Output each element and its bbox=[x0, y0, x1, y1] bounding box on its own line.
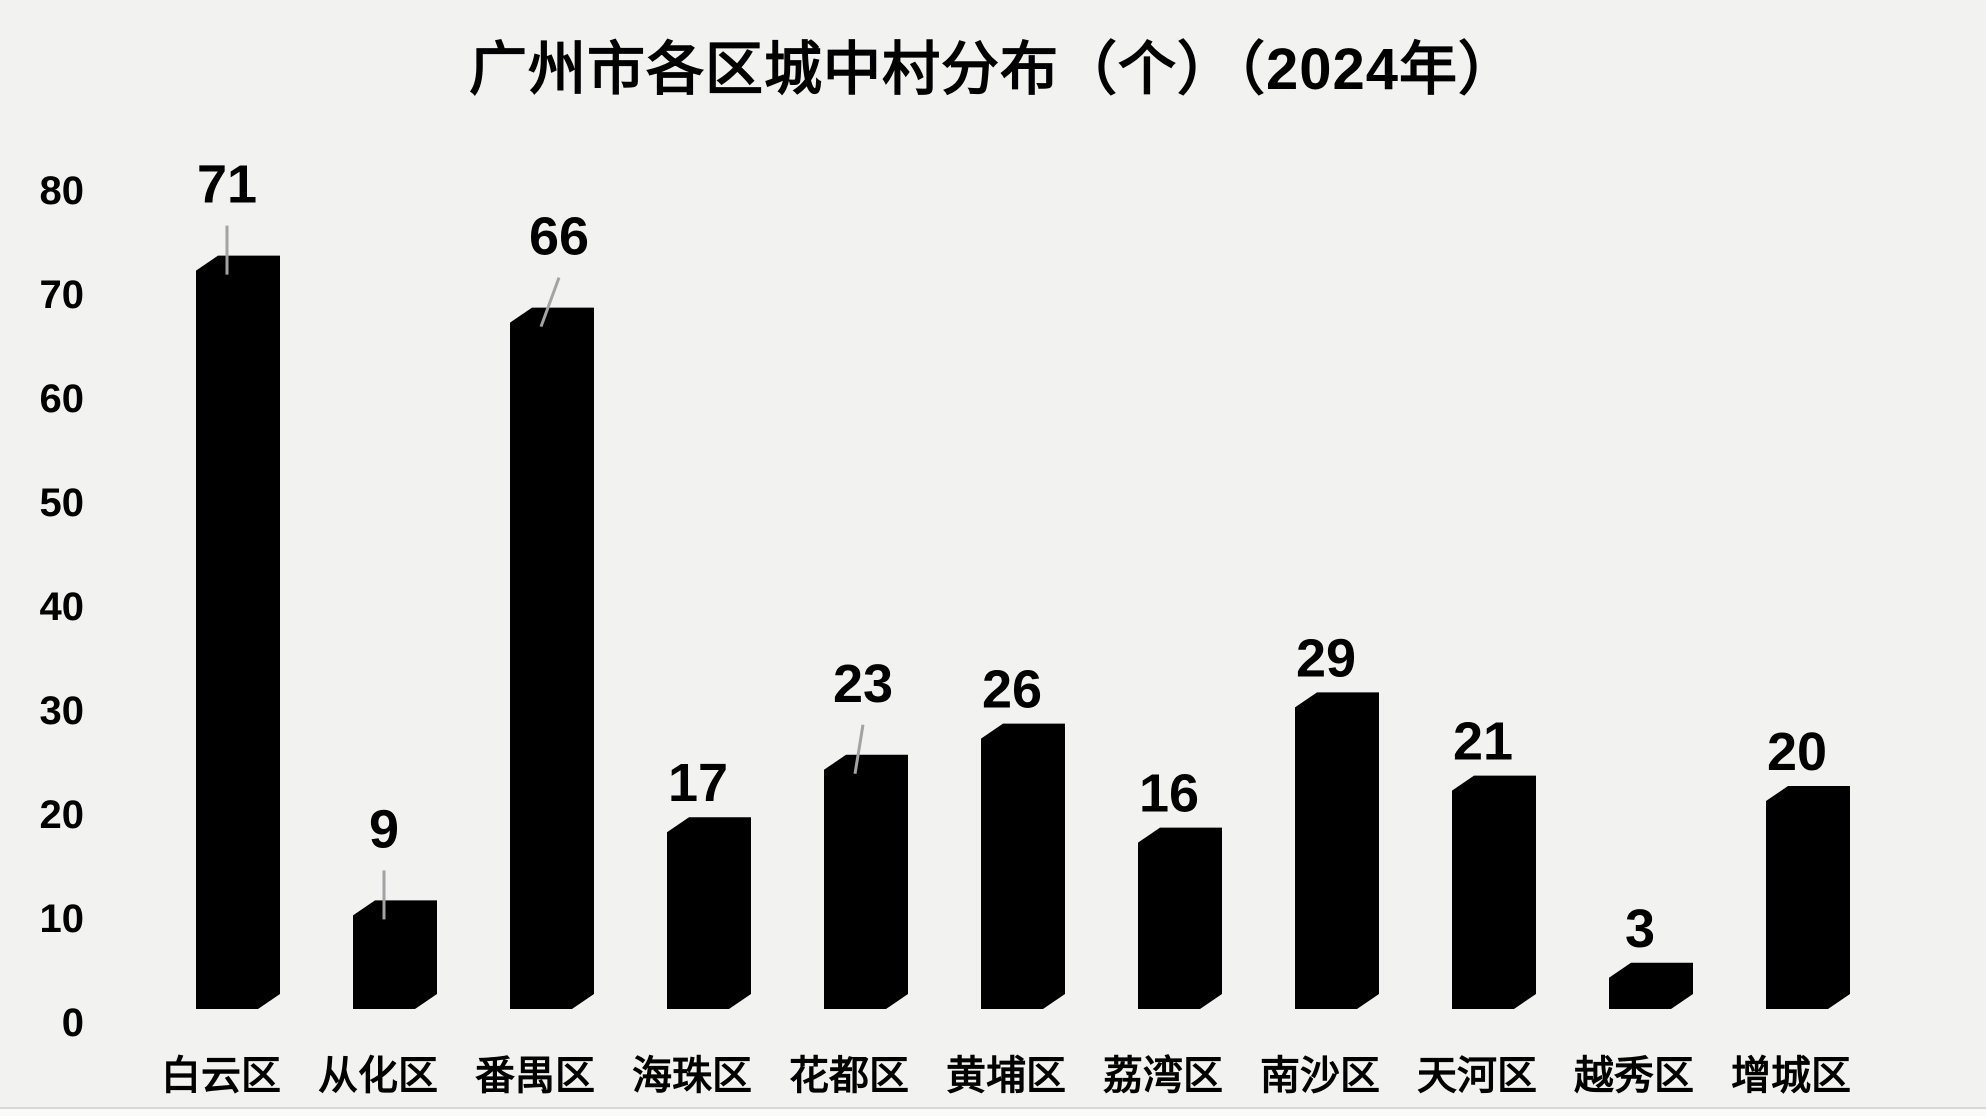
bar-value-label: 21 bbox=[1453, 712, 1513, 772]
y-axis-tick-label: 60 bbox=[40, 377, 85, 421]
x-axis-label-增城区: 增城区 bbox=[1731, 1054, 1851, 1098]
y-axis-tick-label: 40 bbox=[40, 585, 85, 629]
label-leader-line bbox=[853, 724, 865, 775]
bar-value-label: 17 bbox=[668, 753, 728, 813]
bar-花都区 bbox=[824, 754, 908, 1009]
bottom-edge-strip bbox=[0, 1107, 1986, 1116]
y-axis-tick-label: 80 bbox=[40, 169, 85, 213]
x-axis-label-天河区: 天河区 bbox=[1417, 1054, 1537, 1098]
bar-value-label: 3 bbox=[1625, 899, 1655, 959]
bar-越秀区 bbox=[1609, 962, 1693, 1009]
bar-value-label: 66 bbox=[529, 207, 589, 267]
x-axis-label-番禺区: 番禺区 bbox=[475, 1054, 595, 1098]
y-axis-tick-label: 0 bbox=[62, 1001, 84, 1045]
bar-value-label: 16 bbox=[1139, 764, 1199, 824]
label-leader-line bbox=[539, 277, 561, 328]
bar-白云区 bbox=[196, 255, 280, 1010]
y-axis-tick-label: 70 bbox=[40, 273, 85, 317]
bar-value-label: 23 bbox=[833, 654, 893, 714]
bar-value-label: 71 bbox=[197, 155, 257, 215]
x-axis-label-黄埔区: 黄埔区 bbox=[946, 1054, 1066, 1098]
x-axis-label-荔湾区: 荔湾区 bbox=[1103, 1053, 1223, 1098]
bar-value-label: 29 bbox=[1296, 628, 1356, 688]
y-axis-tick-label: 30 bbox=[40, 689, 85, 733]
bar-海珠区 bbox=[667, 817, 751, 1009]
bar-增城区 bbox=[1766, 786, 1850, 1009]
bar-value-label: 20 bbox=[1767, 722, 1827, 782]
x-axis-label-南沙区: 南沙区 bbox=[1260, 1054, 1380, 1098]
x-axis-label-海珠区: 海珠区 bbox=[632, 1054, 752, 1098]
x-axis-label-从化区: 从化区 bbox=[318, 1054, 438, 1098]
bar-天河区 bbox=[1452, 775, 1536, 1009]
y-axis-tick-label: 50 bbox=[40, 481, 85, 525]
bar-番禺区 bbox=[510, 307, 594, 1010]
bar-从化区 bbox=[353, 900, 437, 1009]
bar-黄埔区 bbox=[981, 723, 1065, 1009]
chart-title: 广州市各区城中村分布（个）（2024年） bbox=[468, 37, 1518, 102]
x-axis-label-越秀区: 越秀区 bbox=[1574, 1054, 1694, 1098]
y-axis-tick-label: 20 bbox=[40, 793, 85, 837]
bar-荔湾区 bbox=[1138, 827, 1222, 1009]
bar-value-label: 9 bbox=[369, 799, 399, 859]
x-axis-label-白云区: 白云区 bbox=[161, 1054, 281, 1098]
bar-value-label: 26 bbox=[982, 660, 1042, 720]
y-axis-tick-label: 10 bbox=[40, 897, 85, 941]
bar-南沙区 bbox=[1295, 692, 1379, 1009]
x-axis-label-花都区: 花都区 bbox=[789, 1054, 909, 1098]
